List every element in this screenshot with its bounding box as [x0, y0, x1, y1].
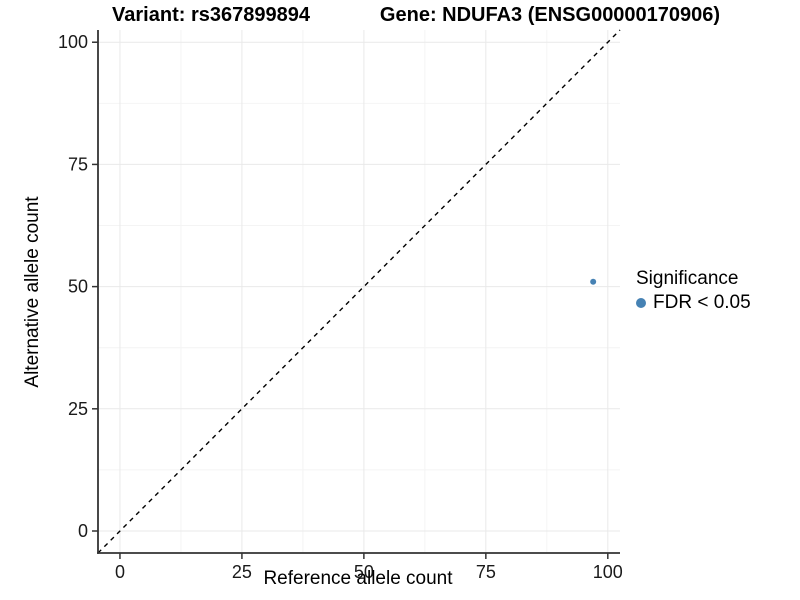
variant-title: Variant: rs367899894	[112, 4, 310, 26]
data-point	[590, 278, 597, 285]
gridlines-minor	[98, 30, 620, 553]
x-tick-label: 50	[354, 562, 374, 582]
x-tick-label: 100	[593, 562, 623, 582]
legend-point-icon	[636, 298, 646, 308]
identity-reference-line	[97, 29, 621, 554]
x-tick-label: 0	[115, 562, 125, 582]
y-tick-label: 25	[68, 399, 88, 419]
x-tick-label: 25	[232, 562, 252, 582]
x-axis-ticks: 0 25 50 75 100	[115, 553, 623, 582]
y-axis-ticks: 0 25 50 75 100	[58, 32, 98, 541]
gridlines-major	[98, 30, 620, 553]
y-tick-label: 0	[78, 521, 88, 541]
y-tick-label: 50	[68, 277, 88, 297]
axis-lines	[97, 30, 620, 554]
legend-item: FDR < 0.05	[636, 292, 751, 314]
x-tick-label: 75	[476, 562, 496, 582]
y-tick-label: 75	[68, 154, 88, 174]
data-points	[590, 278, 597, 285]
gene-title: Gene: NDUFA3 (ENSG00000170906)	[379, 4, 721, 26]
x-axis-title: Reference allele count	[263, 568, 453, 589]
legend-title: Significance	[636, 268, 739, 289]
y-tick-label: 100	[58, 32, 88, 52]
legend: Significance FDR < 0.05	[636, 268, 751, 314]
legend-item-label: FDR < 0.05	[653, 292, 751, 313]
